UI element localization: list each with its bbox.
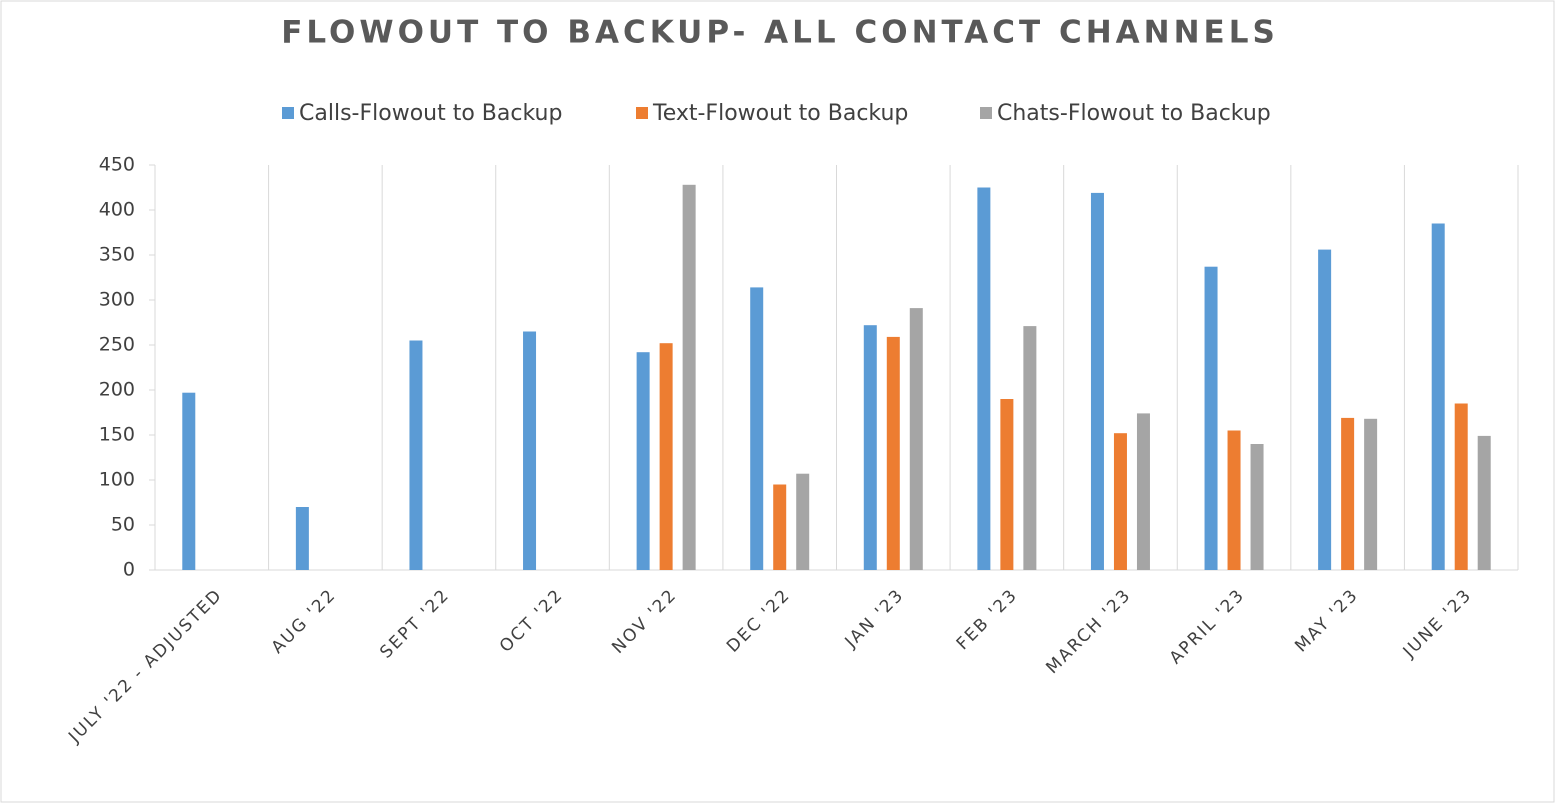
bar [1318,249,1332,570]
bar [977,187,991,570]
legend-label: Text-Flowout to Backup [652,101,908,126]
y-tick-label: 0 [123,559,135,581]
bar [636,352,650,570]
bar [750,287,764,570]
bar [1364,418,1378,570]
legend-label: Chats-Flowout to Backup [997,101,1271,126]
bar [1250,444,1264,570]
y-tick-label: 150 [99,424,135,446]
y-tick-label: 450 [99,154,135,176]
bar [1090,192,1104,570]
bar [886,336,900,570]
y-tick-label: 50 [111,514,135,536]
bar [523,331,537,570]
bar [773,484,787,570]
bar [682,184,696,571]
y-tick-label: 250 [99,334,135,356]
legend-swatch [636,107,648,119]
y-tick-label: 300 [99,289,135,311]
bar [1454,403,1468,570]
y-tick-label: 100 [99,469,135,491]
y-tick-label: 200 [99,379,135,401]
chart-title: FLOWOUT TO BACKUP- ALL CONTACT CHANNELS [281,15,1279,51]
y-tick-label: 400 [99,199,135,221]
bar [796,473,810,570]
bar [1204,266,1218,570]
legend-swatch [282,107,294,119]
bar [295,507,309,570]
bar [1341,417,1355,570]
bar [863,325,877,570]
bar [182,392,196,570]
y-tick-label: 350 [99,244,135,266]
bar [1000,399,1014,570]
bar [659,343,673,570]
bar [1113,433,1127,570]
bar [1023,326,1037,570]
bar [1227,430,1241,570]
bar [1477,435,1491,570]
bar [909,308,923,570]
bar [1431,223,1445,570]
bar [409,340,423,570]
legend-swatch [980,107,992,119]
bar [1136,413,1150,570]
legend-label: Calls-Flowout to Backup [299,101,562,126]
